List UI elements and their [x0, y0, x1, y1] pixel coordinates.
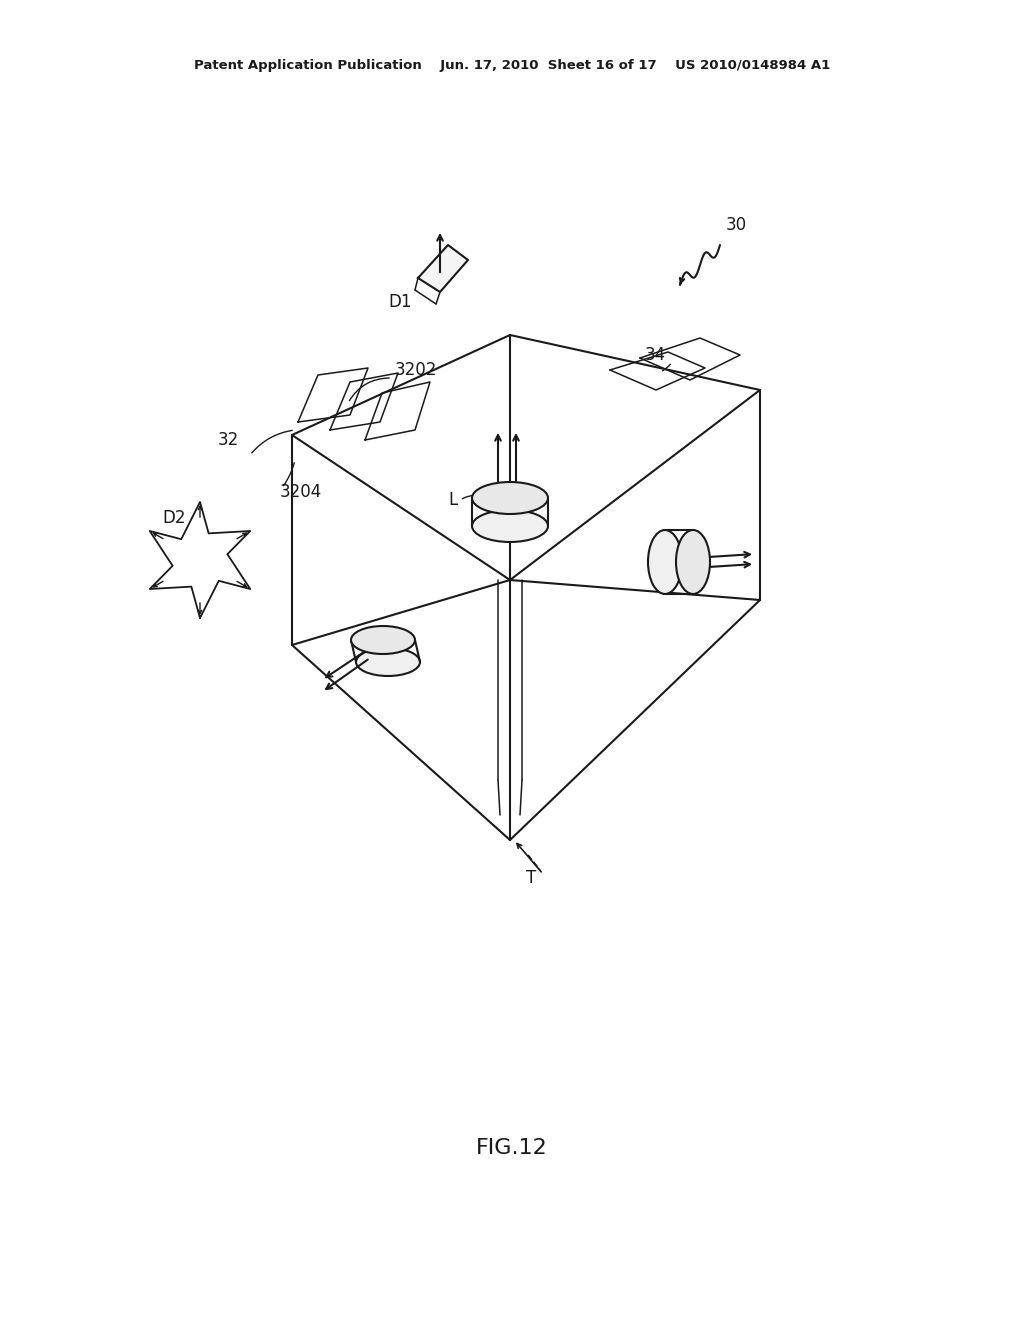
Ellipse shape [351, 626, 415, 653]
Text: 3204: 3204 [280, 483, 323, 502]
Polygon shape [418, 246, 468, 292]
Text: 3202: 3202 [395, 360, 437, 379]
Text: D2: D2 [162, 510, 185, 527]
Text: Patent Application Publication    Jun. 17, 2010  Sheet 16 of 17    US 2010/01489: Patent Application Publication Jun. 17, … [194, 58, 830, 71]
Text: T: T [526, 869, 537, 887]
Ellipse shape [648, 531, 682, 594]
Ellipse shape [356, 648, 420, 676]
Text: 32: 32 [218, 432, 240, 449]
Text: L: L [449, 491, 458, 510]
Ellipse shape [676, 531, 710, 594]
Text: FIG.12: FIG.12 [476, 1138, 548, 1158]
Ellipse shape [472, 510, 548, 543]
Text: 34: 34 [645, 346, 667, 364]
Text: 30: 30 [726, 216, 748, 234]
Ellipse shape [472, 482, 548, 513]
Text: D1: D1 [388, 293, 412, 312]
